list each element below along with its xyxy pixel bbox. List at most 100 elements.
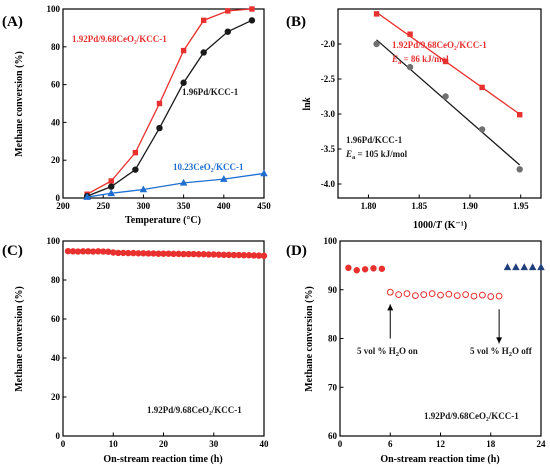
data-point-b-1: [479, 84, 485, 91]
y-tick-label-a: 0: [56, 193, 61, 203]
y-axis-label-b: lnk: [302, 97, 313, 110]
data-point-a-2: [248, 17, 256, 24]
panel-label-c: (C): [2, 243, 23, 259]
x-tick-label-b: 1.80: [361, 201, 377, 211]
y-tick-label-d: 90: [328, 285, 338, 295]
y-tick-label-c: 40: [51, 353, 61, 363]
y-tick-label-c: 80: [51, 275, 61, 285]
catalyst-label-c: 1.92Pd/9.68CeO₂/KCC-1: [147, 405, 242, 415]
data-point-a-2: [156, 124, 163, 132]
plot-frame-d: [339, 240, 542, 437]
x-tick-label-c: 40: [260, 439, 270, 449]
data-point-a-3: [179, 178, 188, 186]
x-axis-label-b: 1000/T (K⁻¹): [413, 220, 467, 231]
x-axis-label-d: On-stream reaction time (h): [380, 454, 499, 465]
arrow-label-off: 5 vol % H2O off: [470, 346, 533, 358]
data-point-a-1: [180, 47, 187, 54]
series-label-a-2: 1.96Pd/KCC-1: [182, 87, 239, 97]
data-point-b-2: [373, 40, 380, 48]
y-tick-label-a: 40: [51, 117, 61, 127]
y-tick-label-a: 20: [51, 155, 61, 165]
y-tick-label-d: 100: [324, 236, 338, 246]
series-d: [345, 263, 545, 300]
data-point-d-2: [411, 292, 419, 300]
y-tick-label-b: -2.5: [321, 74, 336, 84]
y-tick-label-b: -3.0: [321, 109, 336, 119]
y-tick-label-b: -3.5: [321, 144, 336, 154]
data-point-d-3: [537, 263, 545, 271]
series-line-a-2: [86, 19, 253, 197]
x-tick-label-c: 10: [109, 439, 119, 449]
y-ticks-b: -4.0 -3.5 -3.0 -2.5 -2.0: [321, 39, 342, 189]
data-point-d-2: [386, 288, 394, 296]
x-ticks-a: 200 250 300 350 400 450: [56, 194, 271, 211]
y-tick-label-c: 0: [56, 431, 61, 441]
data-point-d-3: [512, 263, 520, 271]
x-axis-label-a: Temperature (°C): [125, 215, 201, 226]
x-tick-label-d: 24: [537, 439, 547, 449]
x-tick-label-a: 450: [257, 201, 271, 211]
data-point-a-3: [260, 169, 268, 177]
data-point-b-1: [407, 31, 413, 37]
y-tick-label-a: 80: [51, 42, 61, 52]
fit-line-b-2: [376, 39, 521, 166]
series-a: [83, 6, 268, 200]
data-point-d-1: [378, 265, 386, 272]
y-tick-label-d: 70: [328, 382, 338, 392]
y-tick-label-c: 100: [47, 236, 61, 246]
y-axis-label-c: Methane conversion (%): [14, 286, 25, 392]
activation-energy-b-2: Ea = 105 kJ/mol: [345, 149, 408, 161]
y-axis-label-d: Methane conversion (%): [304, 286, 315, 392]
y-tick-label-b: -4.0: [321, 179, 336, 189]
x-ticks-c: 0 10 20 30 40: [61, 432, 270, 449]
data-point-d-2: [478, 291, 486, 299]
data-point-d-1: [361, 266, 369, 273]
x-tick-label-c: 30: [209, 439, 219, 449]
data-point-b-2: [442, 93, 449, 100]
panel-b: (B) 1.80 1.85 1.90 1.95 -4.0 -3.5 -3.0 -2.5 -2.…: [286, 8, 542, 231]
data-point-d-2: [437, 291, 444, 299]
data-point-d-2: [445, 290, 453, 298]
panel-label-d: (D): [286, 243, 307, 259]
series-label-b-1: 1.92Pd/9.68CeO₂/KCC-1: [392, 40, 487, 50]
x-tick-label-a: 250: [96, 201, 110, 211]
series-line-a-3: [87, 172, 265, 198]
series-c: [64, 247, 268, 260]
y-tick-label-b: -2.0: [321, 39, 336, 49]
data-point-d-1: [353, 267, 360, 274]
y-tick-label-a: 60: [51, 80, 61, 90]
data-point-a-2: [200, 49, 207, 56]
data-point-d-2: [462, 291, 470, 299]
x-tick-label-c: 0: [61, 439, 66, 449]
panel-label-b: (B): [286, 14, 306, 30]
x-tick-label-d: 18: [486, 439, 496, 449]
plot-frame-b: [337, 8, 542, 199]
x-tick-label-d: 12: [436, 439, 446, 449]
series-b: [373, 11, 523, 173]
data-point-a-1: [108, 178, 114, 184]
arrow-label-on: 5 vol % H2O on: [357, 346, 418, 358]
series-label-a-3: 10.23CeO₂/KCC-1: [173, 162, 244, 172]
data-point-a-1: [200, 17, 207, 24]
x-ticks-b: 1.80 1.85 1.90 1.95: [361, 194, 529, 211]
panel-d: (D) 0 6 12 18 24 60 70 80 90 100 On-stream react…: [286, 236, 546, 465]
x-tick-label-a: 300: [137, 201, 151, 211]
x-tick-label-b: 1.90: [462, 201, 478, 211]
data-point-b-2: [516, 166, 523, 173]
data-point-a-2: [108, 183, 115, 190]
data-point-d-2: [428, 290, 436, 298]
plot-frame-a: [62, 8, 265, 199]
data-point-a-2: [224, 28, 232, 35]
data-point-d-3: [528, 263, 537, 271]
arrows-d: [387, 304, 503, 344]
series-line-a-1: [86, 8, 252, 195]
data-point-d-2: [470, 292, 478, 300]
data-point-d-1: [345, 264, 352, 272]
y-ticks-d: 60 70 80 90 100: [324, 236, 344, 441]
panel-label-a: (A): [2, 14, 23, 30]
data-point-c-1: [260, 252, 268, 260]
data-point-a-1: [156, 100, 163, 107]
data-point-d-3: [503, 263, 512, 271]
x-tick-label-a: 200: [56, 201, 70, 211]
